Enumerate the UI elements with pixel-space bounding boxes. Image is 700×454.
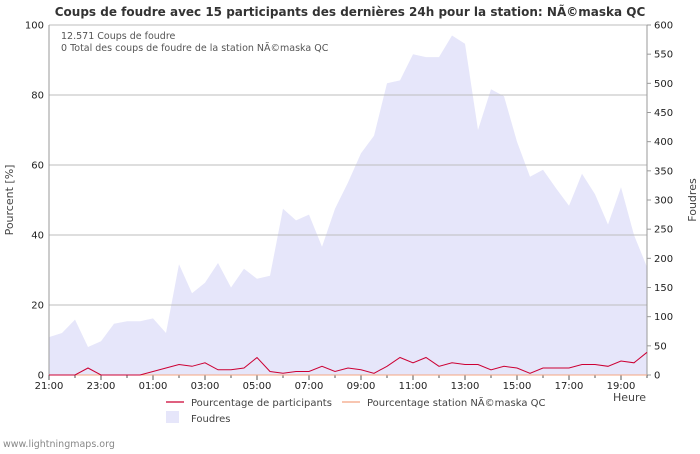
- annotation-station-total: 0 Total des coups de foudre de la statio…: [61, 43, 329, 54]
- y-right-tick-label-250: 250: [654, 225, 673, 236]
- legend: Pourcentage de participants Pourcentage …: [166, 396, 546, 425]
- y-left-tick-label-0: 0: [38, 371, 44, 382]
- y-right-tick-label-300: 300: [654, 196, 673, 207]
- x-tick-label-5: 07:00: [295, 381, 324, 392]
- x-tick-label-7: 11:00: [399, 381, 428, 392]
- y-left-tick-label-100: 100: [25, 21, 44, 32]
- x-tick-label-2: 01:00: [139, 381, 168, 392]
- series-participants-line: [49, 351, 648, 376]
- y-left-tick-label-80: 80: [31, 91, 44, 102]
- y-axis-left-label: Pourcent [%]: [3, 165, 16, 236]
- chart-title: Coups de foudre avec 15 participants des…: [55, 4, 646, 19]
- y-right-tick-label-600: 600: [654, 21, 673, 32]
- legend-label-participants: Pourcentage de participants: [191, 398, 332, 409]
- y-right-tick-label-100: 100: [654, 312, 673, 323]
- x-tick-label-4: 05:00: [243, 381, 272, 392]
- y-right-tick-label-200: 200: [654, 254, 673, 265]
- x-tick-label-3: 03:00: [191, 381, 220, 392]
- x-tick-label-10: 17:00: [555, 381, 584, 392]
- plot-area: 0 20 40 60 80 100 0 50 100 150 200 250 300 350 400 450 5…: [25, 21, 673, 393]
- y-left-tick-label-20: 20: [31, 301, 44, 312]
- y-right-tick-label-450: 450: [654, 108, 673, 119]
- y-axis-right-label: Foudres: [686, 178, 699, 222]
- y-right-tick-label-350: 350: [654, 166, 673, 177]
- y-right-tick-label-0: 0: [654, 371, 660, 382]
- y-left-tick-label-40: 40: [31, 231, 44, 242]
- x-tick-label-11: 19:00: [607, 381, 636, 392]
- y-right-tick-label-150: 150: [654, 283, 673, 294]
- footer-source: www.lightningmaps.org: [3, 439, 115, 450]
- x-tick-label-9: 15:00: [503, 381, 532, 392]
- y-right-tick-label-550: 550: [654, 50, 673, 61]
- y-left-tick-label-60: 60: [31, 161, 44, 172]
- annotation-lightning-count: 12.571 Coups de foudre: [61, 31, 176, 42]
- y-right-tick-label-400: 400: [654, 137, 673, 148]
- y-right-tick-label-500: 500: [654, 79, 673, 90]
- legend-label-station: Pourcentage station NÃ©maska QC: [367, 396, 546, 409]
- x-axis-label: Heure: [613, 391, 646, 404]
- x-tick-label-1: 23:00: [87, 381, 116, 392]
- legend-label-foudres: Foudres: [191, 414, 230, 425]
- x-tick-label-0: 21:00: [35, 381, 64, 392]
- legend-swatch-foudres: [166, 411, 179, 423]
- y-right-tick-label-50: 50: [654, 341, 667, 352]
- x-tick-label-8: 13:00: [451, 381, 480, 392]
- series-foudres-area: [49, 35, 647, 375]
- x-tick-label-6: 09:00: [347, 381, 376, 392]
